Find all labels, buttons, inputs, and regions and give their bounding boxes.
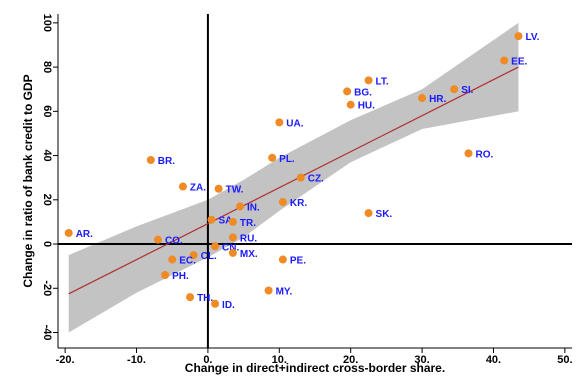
- point-label: PL.: [279, 154, 295, 165]
- point-label: HR.: [429, 94, 446, 105]
- data-point: [343, 87, 352, 96]
- data-point: [214, 184, 223, 193]
- y-tick-label: -40: [41, 325, 53, 341]
- x-tick-label: 40.: [486, 354, 501, 366]
- fit-line-layer: [68, 66, 519, 295]
- x-tick-label: -10.: [127, 354, 146, 366]
- point-label: HU.: [358, 101, 375, 112]
- fit-line: [68, 66, 519, 295]
- y-axis-title: Change in ratio of bank credit to GDP: [21, 74, 35, 287]
- x-axis-title: Change in direct+indirect cross-border s…: [185, 361, 445, 375]
- point-label: EC.: [179, 256, 196, 267]
- point-label: PH.: [172, 271, 189, 282]
- data-point: [278, 198, 287, 207]
- point-label: CZ.: [308, 174, 324, 185]
- data-point: [228, 248, 237, 257]
- data-point: [418, 94, 427, 103]
- point-label: MY.: [276, 286, 293, 297]
- point-label: RU.: [240, 233, 257, 244]
- point-label: LT.: [376, 76, 389, 87]
- data-point: [264, 286, 273, 295]
- points-layer: LV. EE. LT. BG. HU. SI. HR. RO. UA. PL. CZ. BR. ZA. T…: [64, 32, 540, 311]
- point-label: RO.: [475, 149, 493, 160]
- point-label: TW.: [226, 185, 244, 196]
- point-label: CN.: [222, 242, 239, 253]
- data-point: [189, 251, 198, 260]
- data-point: [207, 215, 216, 224]
- data-point: [186, 293, 195, 302]
- data-point: [296, 173, 305, 182]
- data-point: [161, 271, 170, 280]
- ticks-layer: -20. -10. 0. 10. 20. 30. 40. 50. -40 -20 0 20 40 60 80…: [41, 14, 572, 366]
- point-label: SA.: [218, 216, 235, 227]
- x-tick-label: 0.: [203, 354, 212, 366]
- y-tick-label: 60: [41, 105, 53, 117]
- data-point: [228, 217, 237, 226]
- point-label: TR.: [240, 218, 256, 229]
- y-tick-label: 40: [41, 149, 53, 161]
- data-point: [64, 228, 73, 237]
- data-point: [364, 209, 373, 218]
- data-point: [211, 242, 220, 251]
- point-label: MX.: [240, 249, 258, 260]
- point-label: BG.: [354, 87, 372, 98]
- data-point: [236, 202, 245, 211]
- data-point: [178, 182, 187, 191]
- point-label: KR.: [290, 198, 307, 209]
- data-point: [464, 149, 473, 158]
- data-point: [146, 155, 155, 164]
- point-label: UA.: [286, 118, 303, 129]
- reference-lines-layer: [58, 14, 572, 348]
- point-label: SK.: [376, 209, 393, 220]
- data-point: [168, 255, 177, 264]
- x-tick-label: -20.: [56, 354, 75, 366]
- point-label: CO.: [165, 236, 183, 247]
- data-point: [268, 153, 277, 162]
- point-label: CL.: [201, 251, 217, 262]
- x-tick-label: 10.: [272, 354, 287, 366]
- confidence-band-layer: [68, 22, 519, 333]
- data-point: [346, 100, 355, 109]
- point-label: SI.: [461, 85, 473, 96]
- data-point: [278, 255, 287, 264]
- y-tick-label: 20: [41, 194, 53, 206]
- data-point: [364, 76, 373, 85]
- point-label: EE.: [511, 56, 527, 67]
- point-label: LV.: [525, 32, 539, 43]
- point-label: PE.: [290, 256, 306, 267]
- point-label: TH.: [197, 293, 213, 304]
- point-label: BR.: [158, 156, 175, 167]
- confidence-band: [68, 22, 519, 333]
- y-tick-label: 100: [41, 14, 53, 32]
- data-point: [153, 235, 162, 244]
- plot-frame-layer: [57, 14, 572, 349]
- data-point: [500, 56, 509, 65]
- data-point: [275, 118, 284, 127]
- y-tick-label: 0: [41, 241, 53, 247]
- x-tick-label: 20.: [343, 354, 358, 366]
- data-point: [228, 233, 237, 242]
- y-tick-label: 80: [41, 61, 53, 73]
- data-point: [450, 85, 459, 94]
- x-tick-label: 30.: [414, 354, 429, 366]
- x-tick-label: 50.: [557, 354, 572, 366]
- point-label: IN.: [247, 202, 260, 213]
- data-point: [514, 32, 523, 41]
- y-tick-label: -20: [41, 280, 53, 296]
- point-label: ID.: [222, 300, 235, 311]
- point-label: AR.: [76, 229, 93, 240]
- point-label: ZA.: [190, 183, 206, 194]
- data-point: [211, 299, 220, 308]
